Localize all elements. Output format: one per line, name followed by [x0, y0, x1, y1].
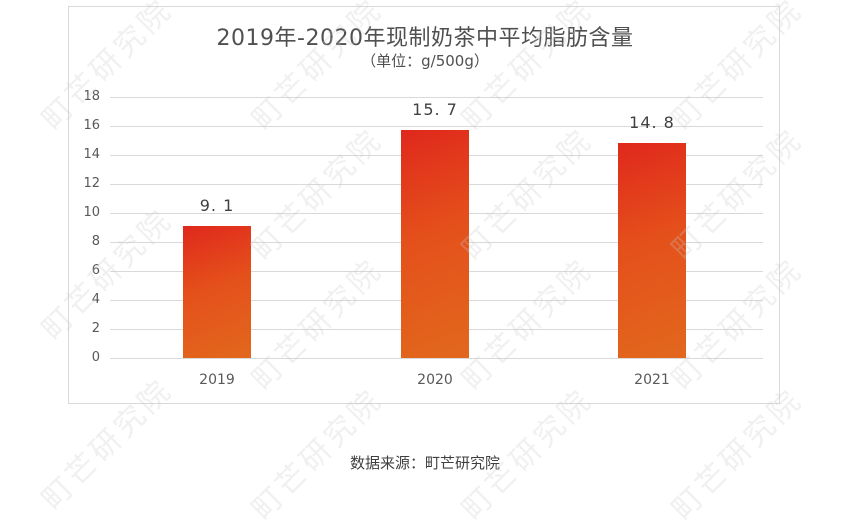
bar-2020	[401, 130, 469, 358]
gridline	[110, 358, 763, 359]
value-label: 15. 7	[412, 100, 458, 120]
y-tick-label: 18	[83, 89, 100, 104]
gridline	[110, 97, 763, 98]
chart-frame	[68, 6, 780, 404]
bar-2021	[618, 143, 686, 358]
bar-2019	[183, 226, 251, 358]
chart-subtitle: （单位：g/500g）	[361, 52, 489, 70]
y-tick-label: 12	[83, 176, 100, 191]
value-label: 14. 8	[629, 113, 675, 133]
chart-title: 2019年-2020年现制奶茶中平均脂肪含量	[216, 26, 634, 51]
y-tick-label: 0	[91, 350, 100, 365]
x-tick-label: 2020	[417, 372, 453, 388]
y-tick-label: 6	[91, 263, 100, 278]
y-tick-label: 14	[83, 147, 100, 162]
x-tick-label: 2021	[634, 372, 670, 388]
gridline	[110, 126, 763, 127]
y-tick-label: 2	[91, 321, 100, 336]
y-tick-label: 16	[83, 118, 100, 133]
y-tick-label: 4	[91, 292, 100, 307]
value-label: 9. 1	[199, 196, 235, 216]
x-tick-label: 2019	[199, 372, 235, 388]
y-tick-label: 8	[91, 234, 100, 249]
y-tick-label: 10	[83, 205, 100, 220]
data-source: 数据来源：町芒研究院	[349, 454, 500, 472]
